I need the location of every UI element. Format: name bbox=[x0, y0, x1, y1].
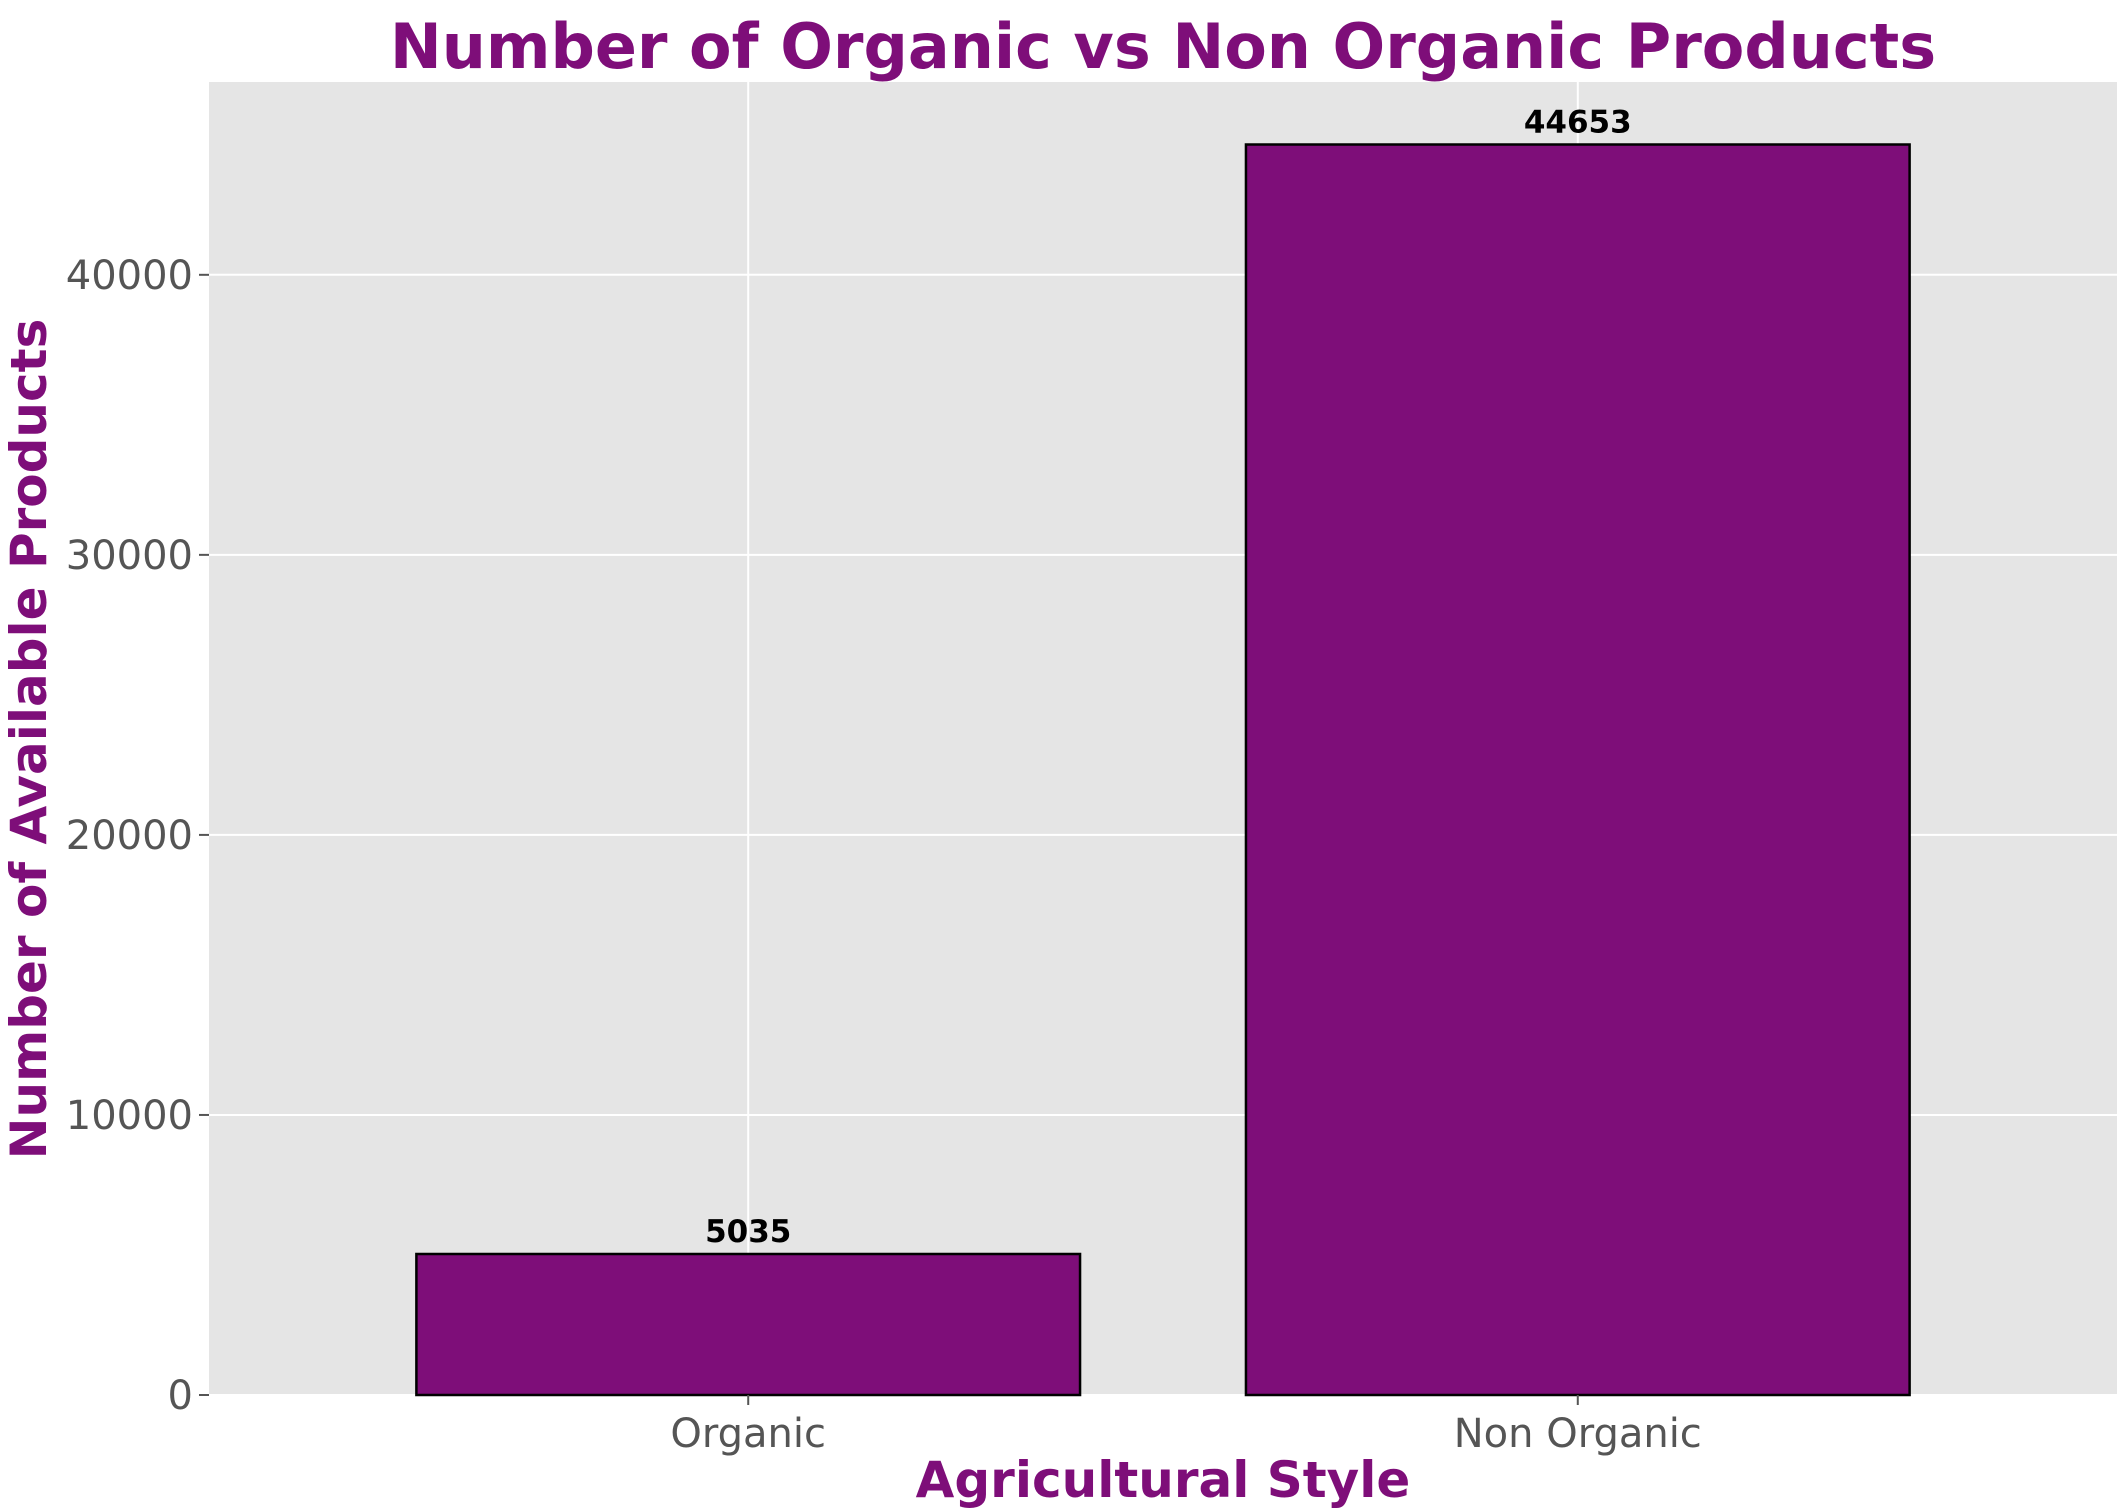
axis-ticks: 0 10000 20000 30000 40000 Organic Non Organic bbox=[66, 253, 1702, 1457]
y-axis-label: Number of Available Products bbox=[0, 319, 58, 1160]
bar-data-label: 5035 bbox=[705, 1214, 791, 1250]
bar bbox=[415, 1252, 1082, 1397]
bar-data-label: 44653 bbox=[1524, 105, 1632, 141]
data-labels: 5035 44653 bbox=[705, 105, 1632, 1250]
x-tick-label: Non Organic bbox=[1454, 1411, 1702, 1457]
y-tick-label: 0 bbox=[168, 1373, 193, 1419]
x-tick-label: Organic bbox=[670, 1411, 826, 1457]
y-tick-label: 10000 bbox=[66, 1093, 193, 1139]
x-axis-label: Agricultural Style bbox=[916, 1451, 1411, 1508]
bar bbox=[1244, 143, 1911, 1397]
bars bbox=[415, 143, 1911, 1397]
y-tick-label: 30000 bbox=[66, 533, 193, 579]
chart-title: Number of Organic vs Non Organic Product… bbox=[390, 10, 1936, 83]
y-tick-label: 40000 bbox=[66, 253, 193, 299]
y-tick-label: 20000 bbox=[66, 813, 193, 859]
